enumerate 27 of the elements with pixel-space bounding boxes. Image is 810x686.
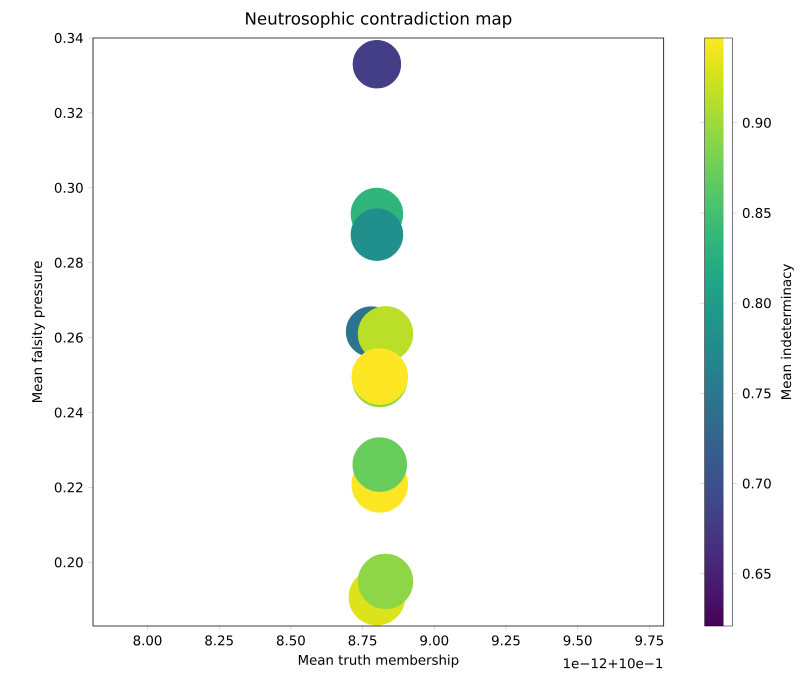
y-axis-title: Mean falsity pressure bbox=[32, 261, 45, 402]
x-tick-label: 8.25 bbox=[205, 635, 233, 646]
color-bar-label: 0.70 bbox=[742, 478, 771, 489]
y-tick-label: 0.30 bbox=[54, 182, 83, 193]
color-bar-label: 0.80 bbox=[742, 298, 771, 308]
y-tick-label: 0.32 bbox=[54, 108, 82, 118]
x-tick-label: 9.00 bbox=[420, 635, 448, 646]
x-axis-title: Mean truth membership bbox=[298, 654, 458, 668]
color-bar-label: 0.75 bbox=[742, 388, 771, 398]
y-tick-label: 0.34 bbox=[54, 32, 83, 44]
y-tick-label: 0.26 bbox=[54, 332, 83, 343]
y-tick-label: 0.24 bbox=[54, 407, 83, 418]
x-tick-label: 9.75 bbox=[635, 635, 664, 646]
color-bar-label: 0.85 bbox=[742, 208, 771, 218]
x-tick-label: 8.75 bbox=[348, 635, 376, 646]
y-tick-label: 0.20 bbox=[54, 557, 83, 568]
x-tick-label: 9.50 bbox=[564, 635, 592, 646]
x-tick-label: 8.00 bbox=[134, 635, 162, 646]
text: 1e−12+10e−1 bbox=[564, 658, 662, 668]
color-bar-label: 0.90 bbox=[742, 118, 771, 128]
chart-title: Neutrosophic contradiction map bbox=[246, 12, 512, 28]
y-tick-label: 0.22 bbox=[54, 482, 82, 492]
color-bar-title: Mean indeterminacy bbox=[780, 264, 794, 399]
color-bar-label: 0.65 bbox=[742, 568, 771, 579]
y-tick-label: 0.28 bbox=[54, 258, 83, 268]
x-tick-label: 8.50 bbox=[276, 635, 305, 646]
x-tick-label: 9.25 bbox=[492, 635, 520, 646]
